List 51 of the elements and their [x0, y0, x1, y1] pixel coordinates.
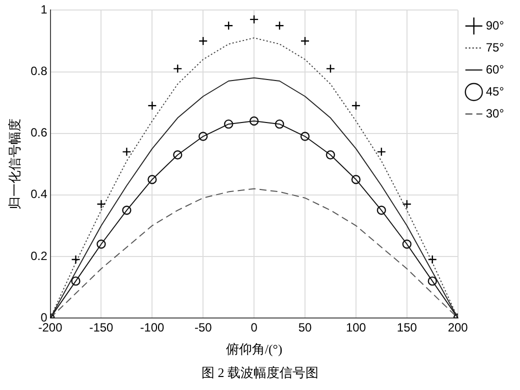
point: [249, 14, 259, 24]
point: [402, 200, 412, 209]
point: [173, 150, 182, 160]
legend-label: 75°: [486, 40, 504, 54]
point: [148, 174, 157, 184]
point: [376, 206, 386, 215]
point: [326, 150, 336, 160]
point: [351, 101, 361, 110]
point: [224, 20, 234, 30]
point: [300, 132, 310, 141]
point: [71, 254, 80, 264]
point: [274, 20, 284, 30]
point: [274, 119, 284, 129]
point: [71, 276, 80, 286]
caption: 图 2 载波幅度信号图: [200, 364, 320, 382]
point: [249, 116, 259, 126]
point: [198, 132, 208, 141]
x-tick-label: 150: [396, 320, 418, 335]
point: [402, 240, 412, 249]
legend-label: 30°: [486, 106, 504, 120]
point: [96, 200, 106, 209]
y-tick-label: 0.8: [30, 64, 48, 78]
point: [300, 36, 310, 46]
point: [376, 147, 386, 156]
x-tick-label: -150: [89, 320, 114, 335]
y-tick-label: 0.6: [30, 126, 48, 140]
y-tick-label: 1: [40, 2, 48, 17]
x-tick-label: 0: [250, 320, 258, 335]
y-tick-label: 0.4: [30, 187, 48, 202]
point: [122, 147, 132, 156]
x-tick-label: 200: [448, 320, 468, 335]
y-tick-label: 0.2: [30, 248, 48, 263]
point: [198, 36, 208, 46]
point: [96, 240, 106, 249]
y-axis-title: 归一化信号幅度: [7, 118, 22, 210]
x-tick-label: -50: [194, 320, 212, 335]
legend-label: 90°: [486, 18, 504, 32]
x-tick-label: 100: [346, 320, 366, 335]
point: [326, 64, 336, 74]
point: [224, 119, 234, 129]
point: [122, 206, 132, 215]
point: [428, 276, 437, 286]
point: [173, 64, 182, 74]
point: [428, 254, 437, 264]
point: [351, 174, 361, 184]
legend-label: 45°: [486, 84, 504, 98]
x-tick-label: 50: [298, 320, 312, 335]
legend-label: 60°: [486, 62, 504, 76]
x-tick-label: -100: [140, 320, 165, 335]
x-axis-title: 俯仰角/(°): [226, 342, 282, 357]
point: [148, 101, 157, 110]
